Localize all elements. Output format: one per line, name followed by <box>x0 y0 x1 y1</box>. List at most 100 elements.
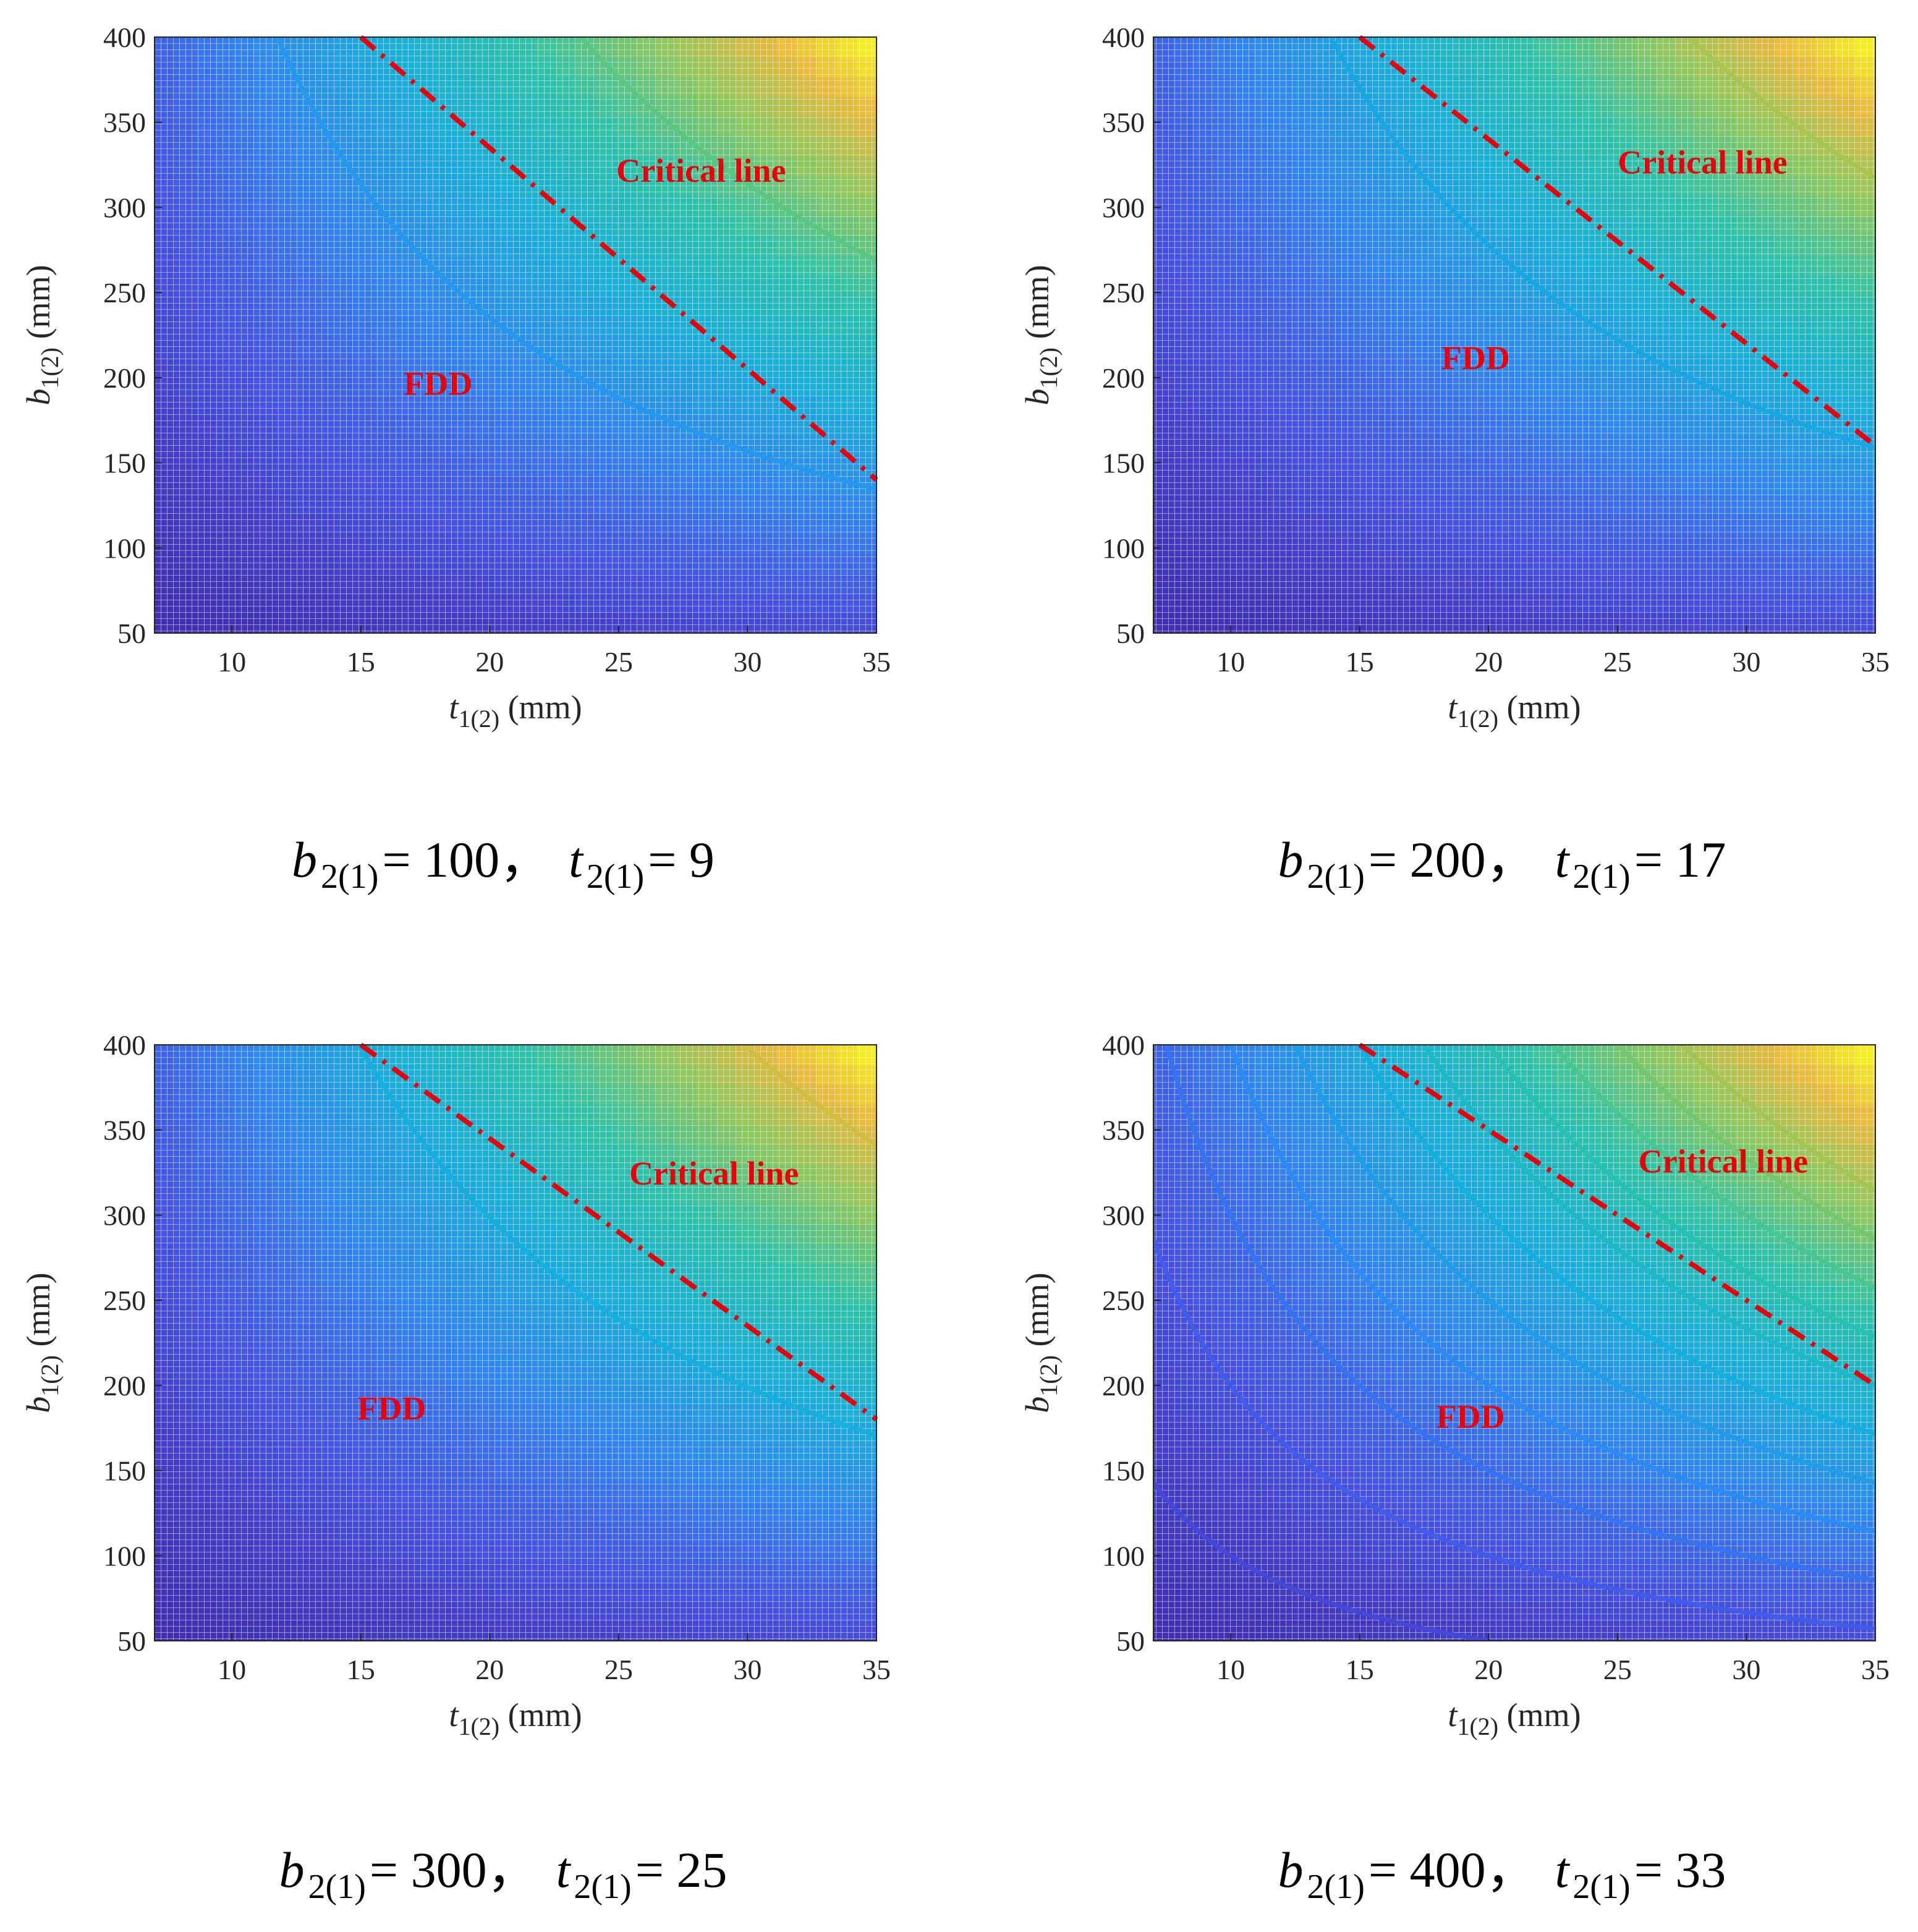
mesh-overlay <box>155 1045 876 1641</box>
mesh-overlay <box>1153 1045 1875 1641</box>
y-tick-label: 200 <box>1102 362 1145 394</box>
contour-line-5 <box>1292 1045 1875 1485</box>
x-tick-label: 10 <box>218 1654 246 1685</box>
y-tick-label: 350 <box>103 107 146 138</box>
y-tick-label: 400 <box>103 1029 146 1061</box>
x-tick-label: 20 <box>1474 646 1503 678</box>
panel-caption: b 2(1)= 200， t 2(1)= 17 <box>1278 832 1726 896</box>
contour-line-7 <box>1421 1045 1875 1388</box>
x-tick-label: 30 <box>733 646 762 678</box>
y-axis-label: b1(2) (mm) <box>20 265 64 405</box>
y-tick-label: 200 <box>103 362 146 394</box>
y-tick-label: 50 <box>117 618 146 649</box>
x-tick-label: 25 <box>605 646 633 678</box>
contour-line-10 <box>1615 1045 1875 1241</box>
x-tick-label: 15 <box>347 646 375 678</box>
y-tick-label: 400 <box>1102 22 1145 53</box>
critical-line-label: Critical line <box>1639 1143 1808 1180</box>
x-tick-label: 25 <box>1603 1654 1632 1685</box>
chart-panel-3: 10 15 20 25 30 35 50 100 150 200 250 300 350 400 t1(2)… <box>20 1029 891 1906</box>
y-tick-label: 50 <box>1116 1625 1145 1657</box>
y-tick-label: 250 <box>1102 1285 1145 1316</box>
plot-frame <box>154 36 877 634</box>
critical-line-label: Critical line <box>1618 143 1787 181</box>
y-tick-label: 150 <box>103 448 146 479</box>
panel-caption: b 2(1)= 400， t 2(1)= 33 <box>1278 1842 1726 1906</box>
y-tick-label: 200 <box>103 1370 146 1402</box>
x-tick-label: 25 <box>605 1654 633 1685</box>
contour-line-2 <box>1153 1238 1875 1631</box>
y-tick-label: 100 <box>103 532 146 564</box>
y-tick-label: 350 <box>103 1115 146 1146</box>
y-tick-label: 250 <box>103 277 146 309</box>
x-axis-label: t1(2) (mm) <box>449 689 582 733</box>
y-tick-label: 50 <box>117 1625 146 1657</box>
contour-line-1 <box>1328 37 1875 450</box>
contour-line-6 <box>1357 1045 1875 1436</box>
contour-line-1 <box>356 1045 876 1438</box>
plot-frame <box>1153 1044 1876 1641</box>
y-tick-label: 200 <box>1102 1370 1145 1402</box>
x-tick-label: 35 <box>1861 646 1890 678</box>
y-tick-label: 250 <box>1102 277 1145 309</box>
x-tick-label: 30 <box>1732 646 1760 678</box>
critical-line <box>359 1042 878 1422</box>
fdd-label: FDD <box>357 1390 426 1427</box>
contour-line-1 <box>274 37 876 492</box>
fdd-label: FDD <box>404 365 472 402</box>
x-tick-label: 10 <box>1216 646 1245 678</box>
x-tick-label: 35 <box>1861 1654 1890 1685</box>
x-tick-label: 10 <box>1216 1654 1245 1685</box>
x-tick-label: 15 <box>1346 1654 1374 1685</box>
y-tick-label: 50 <box>1116 618 1145 649</box>
x-tick-label: 20 <box>475 1654 504 1685</box>
y-axis-label: b1(2) (mm) <box>1019 265 1063 405</box>
x-axis-label: t1(2) (mm) <box>1448 1696 1581 1740</box>
y-tick-label: 100 <box>103 1540 146 1572</box>
critical-line-label: Critical line <box>616 152 786 189</box>
panel-caption: b 2(1)= 100， t 2(1)= 9 <box>292 832 715 896</box>
critical-line <box>359 35 878 482</box>
x-axis-label: t1(2) (mm) <box>449 1696 582 1740</box>
x-tick-label: 35 <box>862 1654 891 1685</box>
y-tick-label: 100 <box>1102 1540 1145 1572</box>
y-axis-label: b1(2) (mm) <box>20 1272 64 1413</box>
y-tick-label: 250 <box>103 1285 146 1316</box>
contour-line-8 <box>1485 1045 1875 1339</box>
contour-line-2 <box>1686 37 1875 180</box>
y-tick-label: 300 <box>103 192 146 223</box>
x-tick-label: 20 <box>475 646 504 678</box>
y-tick-label: 100 <box>1102 532 1145 564</box>
y-tick-label: 350 <box>1102 107 1145 138</box>
y-tick-label: 350 <box>1102 1115 1145 1146</box>
contour-line-2 <box>577 37 876 263</box>
x-tick-label: 30 <box>1732 1654 1760 1685</box>
x-tick-label: 10 <box>218 646 246 678</box>
critical-line <box>1358 1042 1877 1388</box>
contour-line-2 <box>740 1045 876 1147</box>
mesh-overlay <box>1153 37 1875 633</box>
x-axis-label: t1(2) (mm) <box>1448 689 1581 733</box>
contour-line-3 <box>1164 1045 1875 1583</box>
y-tick-label: 300 <box>103 1199 146 1231</box>
y-tick-label: 300 <box>1102 1199 1145 1231</box>
y-tick-label: 300 <box>1102 192 1145 223</box>
panel-caption: b 2(1)= 300， t 2(1)= 25 <box>279 1842 728 1906</box>
y-tick-label: 400 <box>1102 1029 1145 1061</box>
x-tick-label: 15 <box>1346 646 1374 678</box>
critical-line <box>1358 35 1877 448</box>
fdd-label: FDD <box>1436 1398 1505 1436</box>
plot-frame <box>154 1044 877 1641</box>
contour-line-11 <box>1679 1045 1875 1193</box>
y-axis-label: b1(2) (mm) <box>1019 1272 1063 1413</box>
y-tick-label: 400 <box>103 22 146 53</box>
x-tick-label: 15 <box>347 1654 375 1685</box>
x-tick-label: 25 <box>1603 646 1632 678</box>
contour-line-4 <box>1228 1045 1875 1534</box>
contour-line-9 <box>1550 1045 1875 1290</box>
x-tick-label: 35 <box>862 646 891 678</box>
chart-panel-4: 10 15 20 25 30 35 50 100 150 200 250 300 350 400 t1(2)… <box>1019 1029 1890 1906</box>
x-tick-label: 30 <box>733 1654 762 1685</box>
x-tick-label: 20 <box>1474 1654 1503 1685</box>
